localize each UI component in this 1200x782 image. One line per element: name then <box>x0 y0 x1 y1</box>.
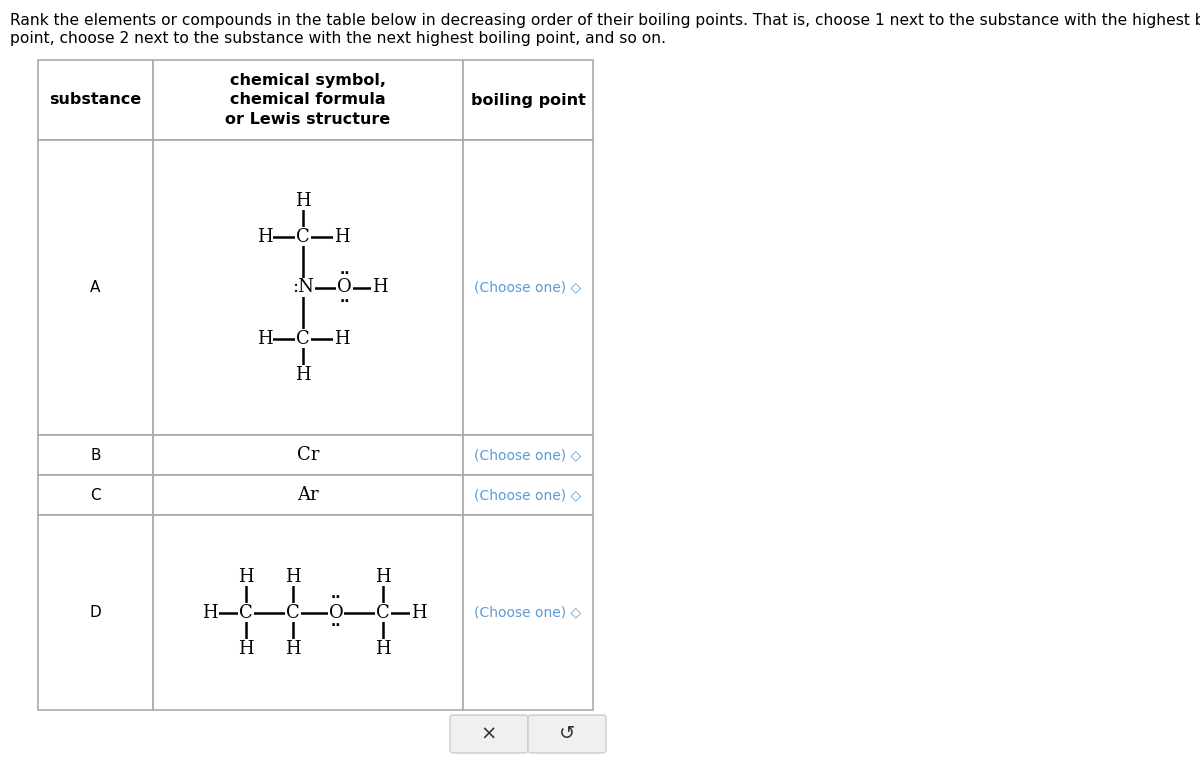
Text: H: H <box>412 604 427 622</box>
Bar <box>38 475 154 515</box>
FancyBboxPatch shape <box>528 715 606 753</box>
Text: H: H <box>257 228 272 246</box>
Bar <box>463 140 593 435</box>
Bar <box>463 435 593 475</box>
Text: boiling point: boiling point <box>470 92 586 107</box>
Bar <box>154 60 463 140</box>
Text: H: H <box>257 329 272 347</box>
Text: ··: ·· <box>340 267 350 281</box>
Text: A: A <box>90 280 101 295</box>
Bar <box>38 60 154 140</box>
Text: substance: substance <box>49 92 142 107</box>
Text: O: O <box>337 278 352 296</box>
Text: (Choose one) ◇: (Choose one) ◇ <box>474 448 582 462</box>
Text: H: H <box>295 192 311 210</box>
Text: (Choose one) ◇: (Choose one) ◇ <box>474 281 582 295</box>
FancyBboxPatch shape <box>450 715 528 753</box>
Text: H: H <box>286 640 301 658</box>
Text: H: H <box>334 228 349 246</box>
Text: C: C <box>90 487 101 503</box>
Text: ··: ·· <box>331 619 342 633</box>
Text: O: O <box>329 604 343 622</box>
Text: ··: ·· <box>331 591 342 605</box>
Text: Rank the elements or compounds in the table below in decreasing order of their b: Rank the elements or compounds in the ta… <box>10 13 1200 28</box>
Text: H: H <box>295 365 311 383</box>
Text: ··: ·· <box>340 295 350 309</box>
Text: H: H <box>372 278 388 296</box>
Text: C: C <box>376 604 390 622</box>
Text: H: H <box>334 329 349 347</box>
Text: H: H <box>286 568 301 586</box>
Bar <box>38 515 154 710</box>
Text: C: C <box>239 604 253 622</box>
Bar <box>463 60 593 140</box>
Text: Cr: Cr <box>296 446 319 464</box>
Text: H: H <box>376 640 391 658</box>
Text: ×: × <box>481 724 497 744</box>
Text: ↺: ↺ <box>559 724 575 744</box>
Bar <box>38 435 154 475</box>
Text: H: H <box>203 604 218 622</box>
Bar <box>463 475 593 515</box>
Bar <box>154 475 463 515</box>
Text: H: H <box>239 568 254 586</box>
Text: point, choose 2 next to the substance with the next highest boiling point, and s: point, choose 2 next to the substance wi… <box>10 31 666 46</box>
Text: C: C <box>296 329 310 347</box>
Text: chemical symbol,
chemical formula
or Lewis structure: chemical symbol, chemical formula or Lew… <box>226 73 391 127</box>
Text: H: H <box>239 640 254 658</box>
Text: Ar: Ar <box>298 486 319 504</box>
Bar <box>463 515 593 710</box>
Text: C: C <box>296 228 310 246</box>
Bar <box>154 140 463 435</box>
Text: (Choose one) ◇: (Choose one) ◇ <box>474 605 582 619</box>
Text: B: B <box>90 447 101 462</box>
Bar <box>38 140 154 435</box>
Bar <box>154 435 463 475</box>
Text: D: D <box>90 605 101 620</box>
Bar <box>154 515 463 710</box>
Text: (Choose one) ◇: (Choose one) ◇ <box>474 488 582 502</box>
Text: :N: :N <box>292 278 314 296</box>
Text: C: C <box>286 604 300 622</box>
Text: H: H <box>376 568 391 586</box>
